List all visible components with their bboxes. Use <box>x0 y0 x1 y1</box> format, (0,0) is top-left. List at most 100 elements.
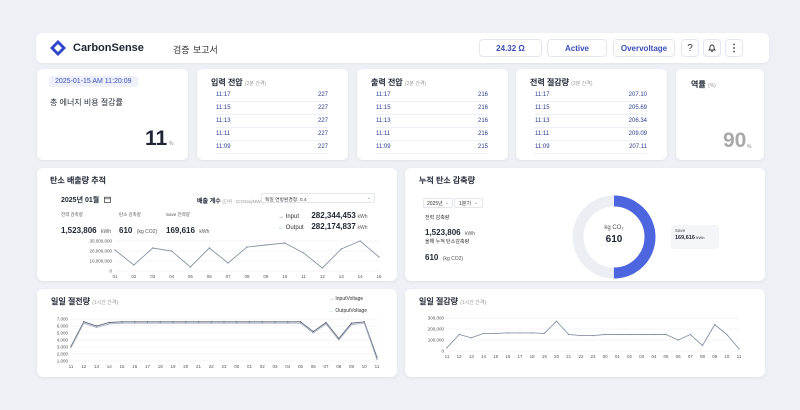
list-item: 11:17 227 <box>216 89 328 102</box>
carbon-trend-card: 탄소 배출량 추적 2025년 01월 배출 계수 (단위 : tCO2eq/M… <box>37 168 397 281</box>
year-select[interactable]: 2025년 ⌄ <box>423 198 453 208</box>
x-tick-label: 10 <box>362 364 368 369</box>
stat-save: Save 전력량 169,616 kWh <box>166 212 210 235</box>
data-point <box>172 322 174 324</box>
data-point <box>185 321 187 323</box>
y-tick-label: 300,000 <box>428 316 445 321</box>
x-tick-label: 13 <box>94 364 100 369</box>
x-tick-label: 12 <box>457 354 463 359</box>
x-tick-label: 12 <box>81 364 87 369</box>
x-tick-label: 14 <box>107 364 113 369</box>
data-point <box>236 321 238 323</box>
data-point <box>302 252 305 254</box>
cumulative-title: 누적 탄소 감축량 <box>419 176 475 185</box>
data-point <box>338 339 340 341</box>
x-tick-label: 04 <box>651 354 657 359</box>
y-tick-label: 0 <box>109 269 112 274</box>
data-point <box>350 323 353 326</box>
x-tick-label: 02 <box>131 274 137 279</box>
nav-verify[interactable]: 검증 <box>173 45 190 55</box>
data-point <box>227 262 229 264</box>
x-tick-label: 21 <box>566 354 572 359</box>
x-tick-label: 08 <box>336 364 342 369</box>
cumul-stat2: 610 (kg CO2) <box>425 253 464 262</box>
data-point <box>363 322 365 324</box>
x-tick-label: 07 <box>323 364 329 369</box>
quarter-select[interactable]: 1분기 ⌄ <box>454 198 484 208</box>
x-tick-label: 00 <box>603 354 609 359</box>
x-tick-label: 22 <box>209 364 215 369</box>
arrow-left-icon: ← <box>278 225 284 231</box>
savings-title: 총 에너지 비용 절감률 <box>50 98 123 107</box>
y-tick-label: 1,000 <box>57 359 69 364</box>
data-point <box>197 321 200 323</box>
data-point <box>134 322 136 324</box>
status-pill[interactable]: Active <box>547 39 607 57</box>
power-factor-title: 역률 (%) <box>691 80 716 89</box>
y-tick-label: 30,000,000 <box>89 239 112 244</box>
x-tick-label: 09 <box>263 274 269 279</box>
input-voltage-list: 11:17 227 11:15 227 11:13 227 11:11 227 11:0… <box>216 89 328 154</box>
x-tick-label: 13 <box>339 274 345 279</box>
x-tick-label: 05 <box>663 354 669 359</box>
data-point <box>494 332 497 335</box>
stat-reduction: 전력 감축량 1,523,806 kWh <box>61 212 112 235</box>
chevron-down-icon: ⌄ <box>473 200 479 206</box>
power-factor-value: 90 <box>723 129 747 152</box>
cumul-stat2-label: 올해 누적 탄소감축량 <box>425 239 470 245</box>
donut-unit: kg CO₂ <box>604 225 624 231</box>
savings-value: 11 <box>145 127 168 150</box>
data-point <box>189 266 192 268</box>
top-bar: CarbonSense 검증 보고서 24.32 Ω Active Overvo… <box>36 33 769 63</box>
data-point <box>95 326 98 329</box>
donut-value: 610 <box>605 234 623 245</box>
data-point <box>470 337 473 339</box>
more-icon[interactable]: ⋮ <box>725 39 743 57</box>
x-tick-label: 06 <box>311 364 317 369</box>
x-tick-label: 10 <box>282 274 288 279</box>
x-tick-label: 11 <box>445 354 450 359</box>
data-point <box>363 321 365 323</box>
x-tick-label: 16 <box>132 364 138 369</box>
data-point <box>121 322 123 324</box>
data-point <box>689 333 692 336</box>
series-line <box>114 240 380 269</box>
data-point <box>95 325 98 327</box>
carbon-trend-chart: 30,000,000 20,000,000 10,000,000 001 02 03 04 0… <box>89 239 382 279</box>
data-point <box>223 322 225 324</box>
daily-saving-title: 일일 절감량 (1시간 간격) <box>419 297 487 306</box>
data-point <box>170 250 173 252</box>
data-point <box>726 333 728 336</box>
factor-select[interactable]: 독일 연방환경청, 0.4 ⌄ <box>261 193 375 203</box>
help-icon[interactable]: ? <box>681 39 699 57</box>
data-point <box>628 333 631 336</box>
month-picker[interactable]: 2025년 01월 <box>61 195 111 205</box>
x-tick-label: 00 <box>234 364 240 369</box>
power-saving-title: 전력 절감량 (2분 간격) <box>530 78 593 87</box>
legend-input: → InputVoltage <box>329 296 364 302</box>
x-tick-label: 14 <box>481 354 487 359</box>
brand-name: CarbonSense <box>73 42 144 54</box>
x-tick-label: 08 <box>244 274 250 279</box>
data-point <box>70 347 72 349</box>
bell-icon[interactable] <box>703 39 721 57</box>
nav-report[interactable]: 보고서 <box>193 45 218 55</box>
calendar-icon <box>104 196 111 203</box>
x-tick-label: 09 <box>349 364 355 369</box>
x-tick-label: 18 <box>158 364 164 369</box>
data-point <box>210 322 212 324</box>
x-tick-label: 03 <box>272 364 278 369</box>
list-item: 11:15 205.69 <box>535 102 647 115</box>
x-tick-label: 04 <box>169 274 175 279</box>
data-point <box>701 344 704 347</box>
chevron-down-icon: ⌄ <box>444 200 449 206</box>
x-tick-label: 08 <box>700 354 706 359</box>
data-point <box>134 321 136 323</box>
x-tick-label: 23 <box>221 364 227 369</box>
input-voltage-title: 입력 전압 (2분 간격) <box>211 78 267 87</box>
alarm-pill[interactable]: Overvoltage <box>613 39 675 57</box>
resistance-pill[interactable]: 24.32 Ω <box>479 39 542 57</box>
data-point <box>185 322 187 324</box>
data-point <box>152 247 154 249</box>
data-point <box>248 321 251 323</box>
